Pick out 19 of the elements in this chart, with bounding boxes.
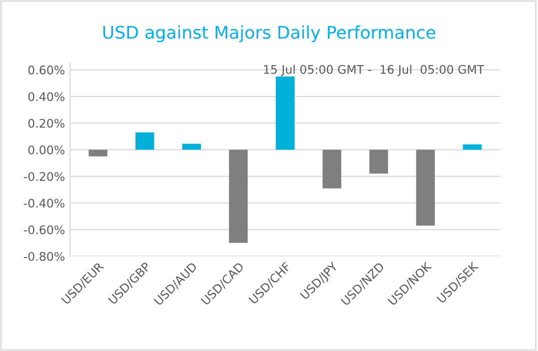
y-tick-label: 0.00% [28,145,64,154]
y-tick-label: 0.60% [28,66,64,74]
y-tick-label: 0.40% [28,92,64,102]
bar [229,150,248,243]
y-tick-label: -0.60% [24,225,64,234]
chart-title: USD against Majors Daily Performance [103,25,436,42]
bar [88,150,108,156]
y-tick-label: 0.20% [28,118,64,128]
bar [322,150,342,188]
bar [182,144,201,150]
bar [462,144,482,150]
bar [416,150,435,226]
chart-subtitle: 15 Jul 05:00 GMT - 16 Jul 05:00 GMT [264,64,484,76]
y-tick-label: -0.80% [24,252,64,261]
bar [135,132,154,150]
bar [369,150,388,174]
y-tick-label: -0.20% [24,172,64,181]
y-tick-label: -0.40% [24,198,64,208]
bar [276,76,294,150]
